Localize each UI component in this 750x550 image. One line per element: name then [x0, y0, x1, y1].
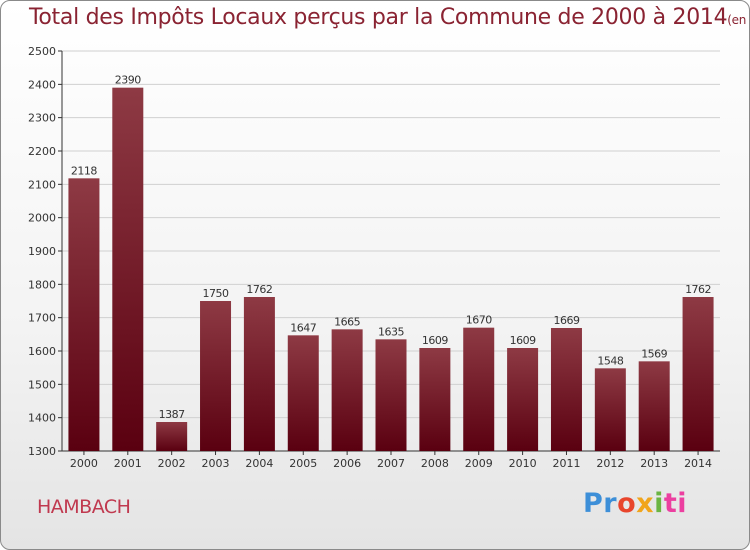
x-tick-label: 2006: [333, 457, 361, 470]
x-tick-label: 2007: [377, 457, 405, 470]
bar: [243, 297, 275, 451]
bar: [287, 335, 319, 451]
logo-part: i: [654, 488, 664, 519]
x-tick-label: 2014: [684, 457, 712, 470]
x-tick-label: 2009: [465, 457, 493, 470]
logo-part: ti: [663, 488, 688, 519]
bar: [156, 422, 188, 451]
bar-value-label: 1387: [159, 408, 185, 421]
bar: [200, 301, 232, 451]
bar-value-label: 1609: [422, 334, 448, 347]
y-tick-label: 1500: [28, 378, 56, 391]
axes: 1300 1400 1500 1600 1700 1800 1900 2000 2100 2200…: [28, 45, 720, 470]
chart-title-text: Total des Impôts Locaux perçus par la Co…: [29, 5, 728, 30]
y-tick-label: 2300: [28, 112, 56, 125]
bar: [594, 368, 626, 451]
bars: [68, 87, 714, 452]
bar: [419, 348, 451, 451]
bar: [507, 348, 539, 451]
bar-value-label: 1762: [246, 283, 272, 296]
x-tick-label: 2011: [552, 457, 580, 470]
bar-value-label: 1635: [378, 325, 404, 338]
y-tick-label: 2000: [28, 212, 56, 225]
logo-part: o: [617, 488, 637, 519]
bar: [550, 328, 582, 451]
x-tick-label: 2010: [509, 457, 537, 470]
y-tick-label: 2500: [28, 45, 56, 58]
bar: [638, 361, 670, 451]
x-tick-label: 2002: [158, 457, 186, 470]
commune-name: HAMBACH: [37, 496, 131, 518]
x-tick-label: 2004: [245, 457, 273, 470]
x-tick-label: 2001: [114, 457, 142, 470]
y-tick-label: 2200: [28, 145, 56, 158]
x-tick-label: 2000: [70, 457, 98, 470]
bar-value-label: 2390: [115, 74, 141, 87]
x-tick-label: 2013: [640, 457, 668, 470]
logo-part: Pr: [583, 488, 618, 519]
bar-value-label: 1569: [641, 347, 667, 360]
y-tick-label: 2400: [28, 78, 56, 91]
proxiti-logo: Proxiti: [583, 488, 687, 519]
x-tick-label: 2005: [289, 457, 317, 470]
y-tick-label: 2100: [28, 178, 56, 191]
bar-value-label: 1665: [334, 315, 360, 328]
bar-value-label: 1548: [597, 354, 623, 367]
chart-title: Total des Impôts Locaux perçus par la Co…: [29, 5, 749, 30]
y-tick-label: 1900: [28, 245, 56, 258]
bar: [68, 178, 100, 452]
chart-unit-label: (en milliers d'€): [727, 13, 749, 27]
bar: [682, 297, 714, 451]
bar-value-label: 1647: [290, 321, 316, 334]
bar-value-label: 1762: [685, 283, 711, 296]
bar: [331, 329, 363, 451]
y-tick-label: 1300: [28, 445, 56, 458]
y-tick-label: 1800: [28, 278, 56, 291]
bar-value-label: 1670: [466, 314, 492, 327]
y-tick-label: 1700: [28, 312, 56, 325]
bar: [112, 87, 144, 452]
bar: [375, 339, 407, 451]
bar-value-label: 1669: [553, 314, 579, 327]
bar-value-label: 1609: [510, 334, 536, 347]
logo-part: x: [636, 488, 655, 519]
x-tick-label: 2012: [596, 457, 624, 470]
y-tick-label: 1600: [28, 345, 56, 358]
x-tick-label: 2003: [202, 457, 230, 470]
bar-value-label: 2118: [71, 164, 97, 177]
y-tick-label: 1400: [28, 412, 56, 425]
bar: [463, 327, 495, 451]
data-labels: 2118 2390 1387 1750 1762 1647 1665 1635 1609 1670…: [71, 74, 712, 421]
bar-value-label: 1750: [203, 287, 229, 300]
x-tick-label: 2008: [421, 457, 449, 470]
